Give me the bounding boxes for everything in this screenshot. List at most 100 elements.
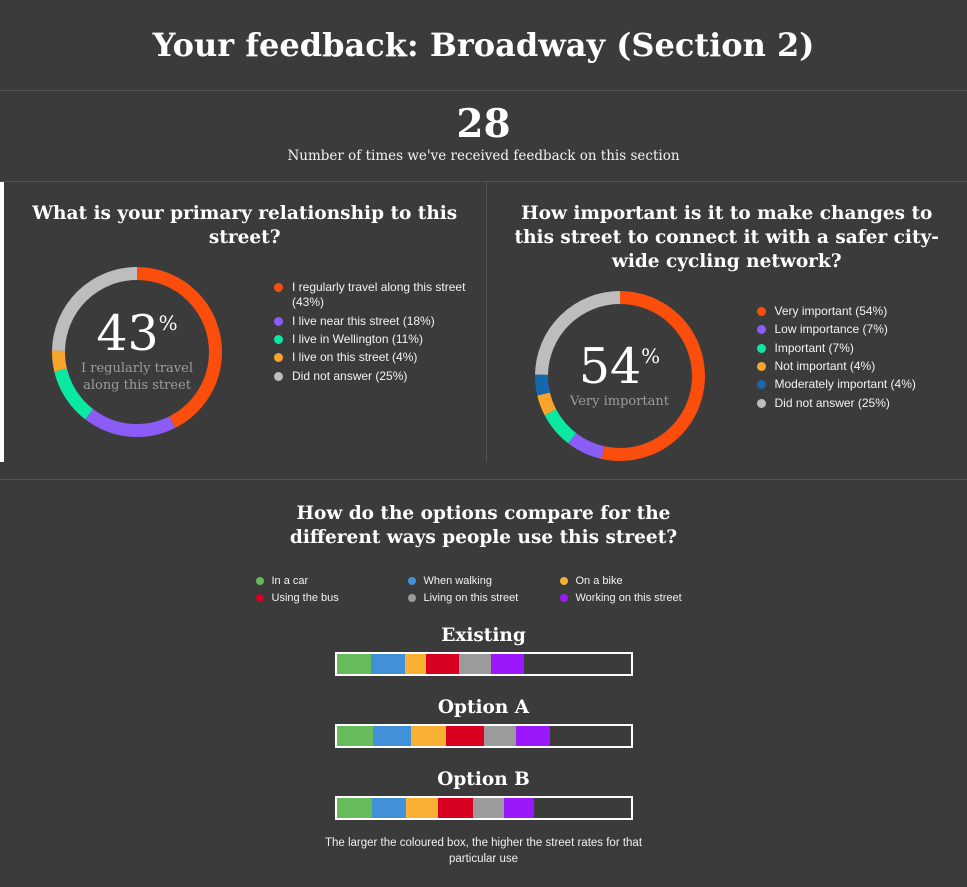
page-title: Your feedback: Broadway (Section 2) [153,26,815,64]
legend-color-dot [274,283,283,292]
compare-legend-item-4: Living on this street [408,592,560,604]
legend-color-dot [408,577,416,585]
bar-segment-working-on-this-street [516,726,550,746]
legend-label: Moderately important (4%) [775,377,916,392]
importance-chart-panel: How important is it to make changes to t… [486,182,967,462]
importance-donut-chart: 54% Very important [535,291,705,461]
donut-center-value: 54% [579,342,660,391]
legend-item-2: I live in Wellington (11%) [274,332,486,347]
feedback-count-caption: Number of times we've received feedback … [0,148,967,164]
legend-color-dot [274,335,283,344]
bar-segment-when-walking [371,654,405,674]
legend-label: Using the bus [272,592,339,604]
option-bar-title: Option B [0,769,967,790]
legend-color-dot [757,362,766,371]
legend-label: Did not answer (25%) [775,396,890,411]
bar-segment-using-the-bus [446,726,485,746]
legend-item-1: Low importance (7%) [757,322,967,337]
stacked-bar-track [335,796,633,820]
legend-color-dot [757,344,766,353]
percent-sign: % [159,311,178,335]
bar-segment-working-on-this-street [491,654,524,674]
legend-label: On a bike [576,575,623,587]
bar-segment-working-on-this-street [504,798,534,818]
percent-sign: % [641,344,660,368]
bar-segment-in-a-car [337,654,371,674]
donut-center-caption: Very important [570,394,669,411]
legend-color-dot [408,594,416,602]
legend-color-dot [757,399,766,408]
compare-legend-item-3: Using the bus [256,592,408,604]
legend-item-3: Not important (4%) [757,359,967,374]
option-bar-group-1: Option A [0,697,967,748]
legend-label: I regularly travel along this street (43… [292,280,486,311]
feedback-count-value: 28 [0,104,967,145]
bar-segment-using-the-bus [426,654,459,674]
legend-item-3: I live on this street (4%) [274,350,486,365]
donut-center: 43% I regularly travel along this street [52,267,222,437]
legend-label: Low importance (7%) [775,322,888,337]
options-compare-legend: In a car When walking On a bike Using the b… [256,575,712,604]
bar-segment-on-a-bike [405,654,426,674]
bar-segment-living-on-this-street [473,798,504,818]
legend-label: When walking [424,575,492,587]
option-bar-group-0: Existing [0,625,967,676]
importance-chart-body: 54% Very important Very important (54%) L… [487,291,967,461]
legend-label: Not important (4%) [775,359,876,374]
bar-segment-living-on-this-street [484,726,516,746]
donut-center-caption: I regularly travel along this street [61,361,213,395]
option-bar-title: Option A [0,697,967,718]
legend-label: Working on this street [576,592,682,604]
donut-center: 54% Very important [535,291,705,461]
option-bar-title: Existing [0,625,967,646]
legend-color-dot [757,325,766,334]
importance-chart-title: How important is it to make changes to t… [502,202,952,274]
legend-color-dot [274,372,283,381]
importance-chart-legend: Very important (54%) Low importance (7%) I… [757,304,967,461]
bar-segment-when-walking [373,726,412,746]
feedback-count-section: 28 Number of times we've received feedba… [0,91,967,182]
page-header: Your feedback: Broadway (Section 2) [0,0,967,91]
compare-legend-item-2: On a bike [560,575,712,587]
stacked-bar-track [335,724,633,748]
legend-item-1: I live near this street (18%) [274,314,486,329]
legend-color-dot [256,594,264,602]
legend-label: In a car [272,575,309,587]
legend-item-4: Did not answer (25%) [274,369,486,384]
legend-item-5: Did not answer (25%) [757,396,967,411]
relationship-donut-chart: 43% I regularly travel along this street [52,267,222,437]
bar-segment-using-the-bus [438,798,473,818]
legend-color-dot [256,577,264,585]
options-compare-bars: Existing Option A Option B [0,625,967,820]
relationship-chart-panel: What is your primary relationship to thi… [4,182,486,462]
options-compare-section: How do the options compare for the diffe… [0,480,967,887]
legend-color-dot [560,577,568,585]
options-compare-caption: The larger the coloured box, the higher … [319,835,649,867]
stacked-bar-track [335,652,633,676]
bar-segment-on-a-bike [411,726,445,746]
relationship-chart-legend: I regularly travel along this street (43… [274,280,486,437]
legend-label: Did not answer (25%) [292,369,407,384]
legend-color-dot [757,307,766,316]
legend-label: I live near this street (18%) [292,314,435,329]
legend-color-dot [757,380,766,389]
compare-legend-item-0: In a car [256,575,408,587]
relationship-chart-title: What is your primary relationship to thi… [20,202,470,250]
legend-label: I live on this street (4%) [292,350,417,365]
legend-label: Very important (54%) [775,304,888,319]
legend-item-2: Important (7%) [757,341,967,356]
bar-segment-in-a-car [337,726,373,746]
legend-color-dot [560,594,568,602]
legend-item-4: Moderately important (4%) [757,377,967,392]
option-bar-group-2: Option B [0,769,967,820]
legend-label: Important (7%) [775,341,854,356]
bar-segment-in-a-car [337,798,372,818]
compare-legend-item-1: When walking [408,575,560,587]
legend-color-dot [274,317,283,326]
bar-segment-living-on-this-street [459,654,490,674]
options-compare-title: How do the options compare for the diffe… [249,502,719,550]
compare-legend-item-5: Working on this street [560,592,712,604]
donut-charts-section: What is your primary relationship to thi… [4,182,967,462]
legend-item-0: Very important (54%) [757,304,967,319]
section-divider-strip [0,462,967,480]
